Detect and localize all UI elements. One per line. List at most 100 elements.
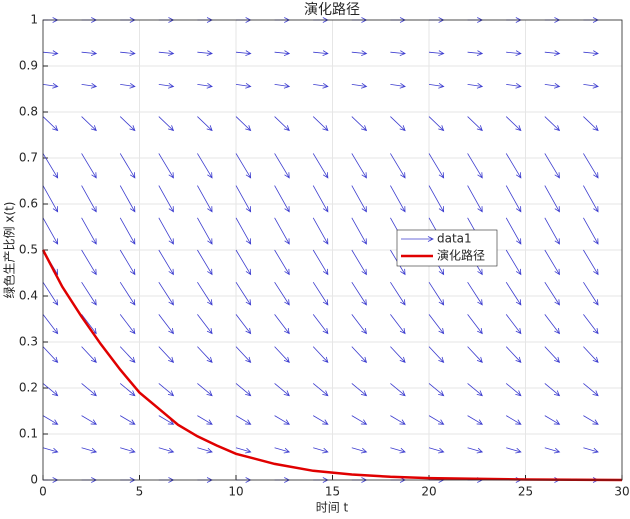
quiver-arrow <box>312 116 329 132</box>
quiver-arrow <box>505 281 522 306</box>
quiver-arrow <box>119 281 136 306</box>
quiver-arrow <box>583 217 599 245</box>
quiver-arrow <box>119 415 136 425</box>
quiver-arrow <box>428 447 445 454</box>
quiver-arrow <box>351 447 368 454</box>
quiver-arrow <box>120 50 136 56</box>
quiver-arrow <box>158 249 174 276</box>
quiver-arrow <box>313 50 329 56</box>
quiver-arrow <box>351 249 367 276</box>
quiver-arrow <box>506 447 522 454</box>
quiver-arrow <box>428 314 445 335</box>
quiver-arrow <box>505 116 522 132</box>
quiver-arrow <box>544 346 561 363</box>
quiver-arrow <box>158 82 175 89</box>
quiver-arrow <box>235 50 252 56</box>
quiver-arrow <box>505 185 522 213</box>
quiver-arrow <box>583 383 599 397</box>
x-tick-label: 30 <box>614 485 629 499</box>
quiver-arrow <box>390 383 406 397</box>
quiver-arrow <box>235 346 252 363</box>
quiver-arrow <box>235 314 252 335</box>
quiver-arrow <box>274 153 290 179</box>
quiver-arrow <box>390 415 406 425</box>
quiver-arrow <box>505 314 522 335</box>
y-tick-label: 0.5 <box>19 243 38 257</box>
quiver-arrow <box>81 185 97 213</box>
quiver-arrow <box>274 281 290 306</box>
quiver-arrow <box>197 153 213 179</box>
quiver-arrow <box>42 185 59 213</box>
quiver-arrow <box>351 185 367 213</box>
x-tick-label: 15 <box>325 485 340 499</box>
quiver-arrow <box>274 415 291 425</box>
quiver-arrow <box>351 50 368 56</box>
quiver-arrow <box>42 447 59 454</box>
quiver-arrow <box>312 185 329 213</box>
quiver-arrow <box>544 383 561 397</box>
quiver-arrow <box>119 116 136 132</box>
quiver-arrow <box>197 415 213 425</box>
quiver-arrow <box>274 50 291 56</box>
quiver-arrow <box>544 249 560 276</box>
y-axis-label: 绿色生产比例 x(t) <box>2 202 17 299</box>
quiver-arrow <box>81 249 97 276</box>
quiver-arrow <box>81 50 98 56</box>
quiver-arrow <box>351 415 368 425</box>
quiver-arrow <box>505 153 522 179</box>
y-tick-label: 0 <box>30 473 38 487</box>
quiver-arrow <box>119 153 136 179</box>
quiver-arrow <box>274 217 290 245</box>
quiver-arrow <box>119 185 136 213</box>
quiver-arrow <box>197 281 213 306</box>
quiver-arrow <box>312 153 329 179</box>
quiver-arrow <box>42 50 59 56</box>
quiver-arrow <box>197 116 213 132</box>
quiver-arrow <box>506 50 522 56</box>
quiver-arrow <box>583 185 599 213</box>
quiver-arrow <box>583 346 599 363</box>
quiver-arrow <box>312 249 329 276</box>
quiver-arrow <box>274 82 291 89</box>
quiver-arrow <box>505 415 522 425</box>
quiver-arrow <box>197 249 213 276</box>
quiver-arrow <box>467 82 484 89</box>
quiver-arrow <box>312 346 329 363</box>
quiver-arrow <box>583 116 599 132</box>
quiver-arrow <box>235 249 252 276</box>
quiver-arrow <box>505 346 522 363</box>
quiver-arrow <box>428 281 445 306</box>
quiver-arrow <box>42 217 59 245</box>
quiver-arrow <box>274 185 290 213</box>
y-tick-label: 0.1 <box>19 427 38 441</box>
axes-box <box>42 19 623 481</box>
quiver-arrow <box>390 153 406 179</box>
quiver-arrow <box>197 217 213 245</box>
quiver-arrow <box>274 346 290 363</box>
quiver-arrow <box>197 346 213 363</box>
legend: data1 演化路径 <box>396 229 498 267</box>
quiver-arrow <box>235 153 252 179</box>
quiver-arrow <box>467 314 483 335</box>
quiver-arrow <box>81 415 98 425</box>
quiver-arrow <box>583 415 599 425</box>
y-tick-label: 0.2 <box>19 381 38 395</box>
quiver-arrow <box>158 116 175 132</box>
x-axis-label: 时间 t <box>316 501 349 515</box>
quiver-arrow <box>544 50 561 56</box>
quiver-arrow <box>390 447 406 454</box>
quiver-arrow <box>467 116 483 132</box>
quiver-arrow <box>81 217 97 245</box>
quiver-arrow <box>583 249 599 276</box>
quiver-arrow <box>544 185 560 213</box>
quiver-arrow <box>235 116 252 132</box>
quiver-arrow <box>119 314 136 335</box>
quiver-arrow <box>42 346 59 363</box>
quiver-arrow <box>235 447 252 454</box>
y-tick-label: 0.3 <box>19 335 38 349</box>
quiver-arrow <box>505 249 522 276</box>
quiver-arrow <box>120 447 136 454</box>
quiver-arrow <box>467 383 483 397</box>
quiver-arrow <box>313 447 329 454</box>
quiver-arrow <box>505 383 522 397</box>
